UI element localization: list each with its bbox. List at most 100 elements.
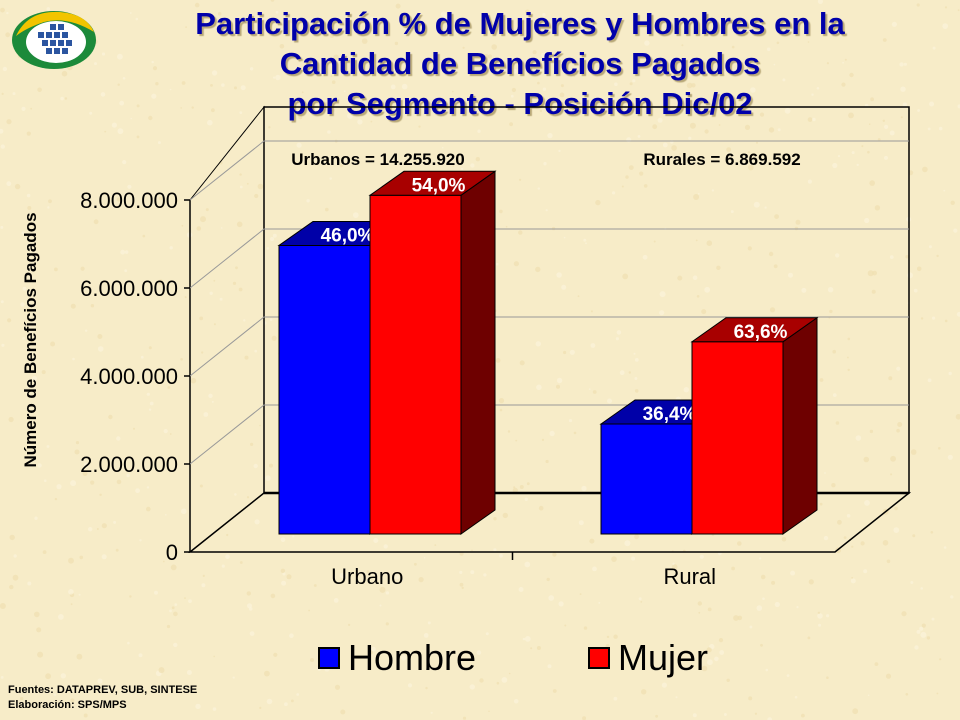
texture-speck [30, 107, 33, 110]
texture-speck [250, 442, 254, 446]
bar [600, 423, 693, 535]
texture-speck [452, 165, 455, 167]
texture-speck [689, 109, 693, 112]
texture-speck [957, 104, 960, 109]
texture-speck [513, 699, 519, 704]
y-tick-label: 0 [166, 540, 178, 565]
texture-speck [643, 184, 648, 188]
texture-speck [270, 237, 275, 241]
texture-speck [525, 9, 530, 15]
texture-speck [851, 545, 854, 548]
texture-speck [333, 598, 339, 603]
texture-speck [884, 124, 889, 129]
texture-speck [108, 414, 113, 420]
texture-speck [369, 16, 375, 22]
texture-speck [158, 279, 164, 286]
texture-speck [253, 463, 258, 469]
texture-speck [254, 193, 259, 199]
texture-speck [701, 665, 708, 672]
texture-speck [254, 349, 258, 353]
texture-speck [244, 355, 249, 360]
texture-speck [546, 577, 550, 582]
texture-speck [816, 87, 820, 90]
texture-speck [462, 46, 465, 49]
texture-speck [301, 91, 304, 94]
texture-speck [357, 119, 363, 125]
texture-speck [510, 94, 514, 98]
texture-speck [22, 286, 27, 291]
texture-speck [70, 303, 76, 309]
texture-speck [120, 249, 126, 255]
texture-speck [1, 343, 5, 347]
texture-speck [41, 370, 46, 375]
texture-speck [672, 562, 675, 565]
texture-speck [499, 209, 503, 214]
legend-label-hombre: Hombre [348, 637, 477, 678]
texture-speck [556, 384, 560, 389]
texture-speck [499, 553, 503, 558]
texture-speck [634, 534, 639, 540]
texture-speck [832, 162, 838, 169]
texture-speck [83, 713, 88, 718]
texture-speck [289, 633, 294, 638]
gridline [189, 228, 909, 289]
footer-sources-line: Fuentes: DATAPREV, SUB, SINTESE [8, 684, 198, 696]
legend-item-mujer: Mujer [587, 638, 708, 678]
texture-speck [136, 135, 140, 139]
texture-speck [754, 712, 758, 715]
texture-speck [637, 135, 641, 138]
bar-side [782, 316, 818, 535]
texture-speck [864, 500, 870, 506]
texture-speck [756, 605, 763, 611]
texture-speck [622, 273, 629, 280]
texture-speck [577, 295, 580, 298]
texture-speck [14, 183, 21, 190]
texture-speck [611, 556, 617, 562]
ministry-logo [12, 11, 96, 69]
title-line-2: Cantidad de Benefícios Pagados [279, 46, 761, 81]
texture-speck [698, 611, 701, 614]
texture-speck [621, 185, 624, 188]
texture-speck [547, 132, 553, 139]
texture-speck [957, 9, 960, 12]
texture-speck [34, 611, 40, 618]
texture-speck [922, 166, 928, 173]
texture-speck [716, 265, 721, 270]
texture-speck [737, 615, 743, 621]
texture-speck [296, 142, 302, 148]
texture-speck [56, 484, 62, 490]
texture-speck [491, 44, 498, 50]
texture-speck [12, 574, 19, 581]
texture-speck [842, 61, 844, 64]
texture-speck [867, 150, 870, 154]
texture-speck [213, 279, 216, 282]
texture-speck [54, 267, 58, 272]
texture-speck [325, 207, 329, 212]
texture-speck [427, 621, 431, 625]
texture-speck [220, 227, 223, 229]
texture-speck [688, 136, 692, 140]
texture-speck [659, 291, 666, 298]
texture-speck [748, 164, 754, 171]
texture-speck [812, 117, 816, 122]
texture-speck [856, 163, 859, 167]
texture-speck [927, 378, 932, 383]
texture-speck [85, 329, 88, 332]
texture-speck [80, 266, 85, 271]
texture-speck [541, 52, 546, 58]
texture-speck [841, 82, 846, 87]
texture-speck [347, 112, 353, 119]
texture-speck [837, 519, 842, 525]
texture-speck [947, 454, 953, 460]
texture-speck [535, 266, 541, 273]
texture-speck [817, 0, 823, 4]
texture-speck [707, 607, 712, 612]
texture-speck [479, 678, 484, 683]
texture-speck [944, 319, 948, 323]
texture-speck [639, 171, 644, 176]
texture-speck [415, 159, 418, 162]
legend-swatch-mujer [587, 647, 610, 669]
texture-speck [730, 210, 734, 214]
texture-speck [419, 99, 424, 104]
texture-speck [786, 674, 790, 677]
